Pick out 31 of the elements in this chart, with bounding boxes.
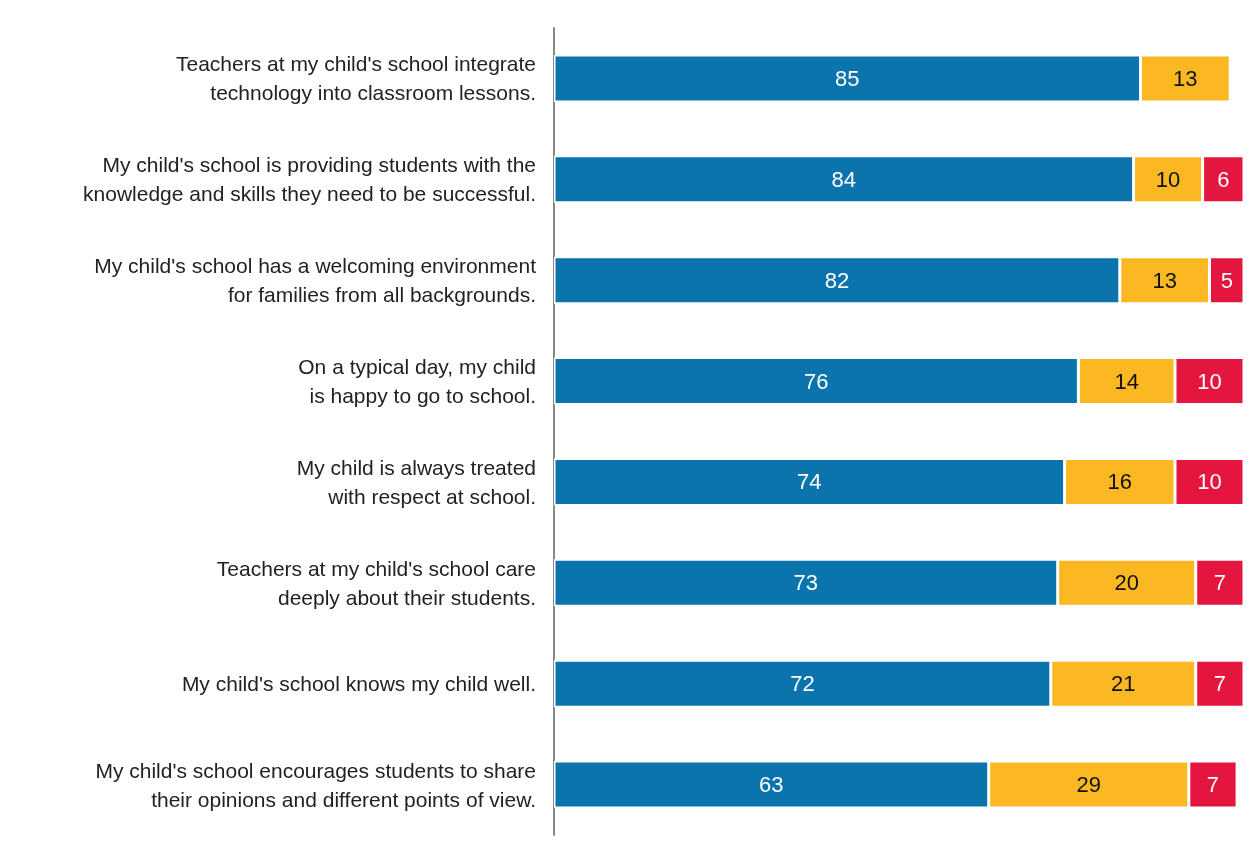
data-label: 72	[790, 671, 815, 697]
data-label: 13	[1173, 65, 1198, 91]
y-tick-label: Teachers at my child's school care deeply about their students.	[216, 556, 536, 609]
data-label: 29	[1076, 772, 1101, 798]
data-label: 14	[1114, 368, 1139, 394]
data-label: 85	[835, 65, 860, 91]
data-label: 76	[803, 368, 829, 394]
y-tick-label: My child's school has a welcoming environment for families from all backgrounds.	[94, 254, 537, 307]
data-label: 10	[1155, 166, 1181, 192]
data-label: 73	[793, 570, 819, 596]
y-tick-label: Teachers at my child's school integrate technology into classroom lessons.	[175, 52, 536, 105]
y-tick-label: My child's school is providing students with the knowledge and skills they need to be successful.	[83, 153, 536, 206]
y-tick-label: My child's school encourages students to share their opinions and different points of view.	[95, 758, 536, 811]
data-label: 10	[1197, 469, 1222, 495]
data-label: 7	[1206, 772, 1220, 798]
data-label: 5	[1220, 267, 1233, 293]
data-label: 21	[1111, 671, 1136, 697]
data-label: 63	[759, 772, 784, 798]
data-label: 20	[1114, 570, 1139, 596]
data-label: 10	[1197, 368, 1222, 394]
data-label: 16	[1107, 469, 1133, 495]
data-label: 7	[1213, 671, 1226, 697]
data-label: 74	[797, 469, 822, 495]
data-label: 82	[824, 267, 850, 293]
y-tick-label: On a typical day, my child is happy to go to school.	[298, 355, 536, 408]
data-label: 13	[1152, 267, 1177, 293]
data-label: 6	[1217, 166, 1230, 192]
y-tick-label: My child's school knows my child well.	[181, 672, 536, 696]
y-tick-label: My child is always treated with respect at school.	[296, 455, 536, 508]
data-label: 84	[831, 166, 857, 192]
data-label: 7	[1213, 570, 1226, 596]
